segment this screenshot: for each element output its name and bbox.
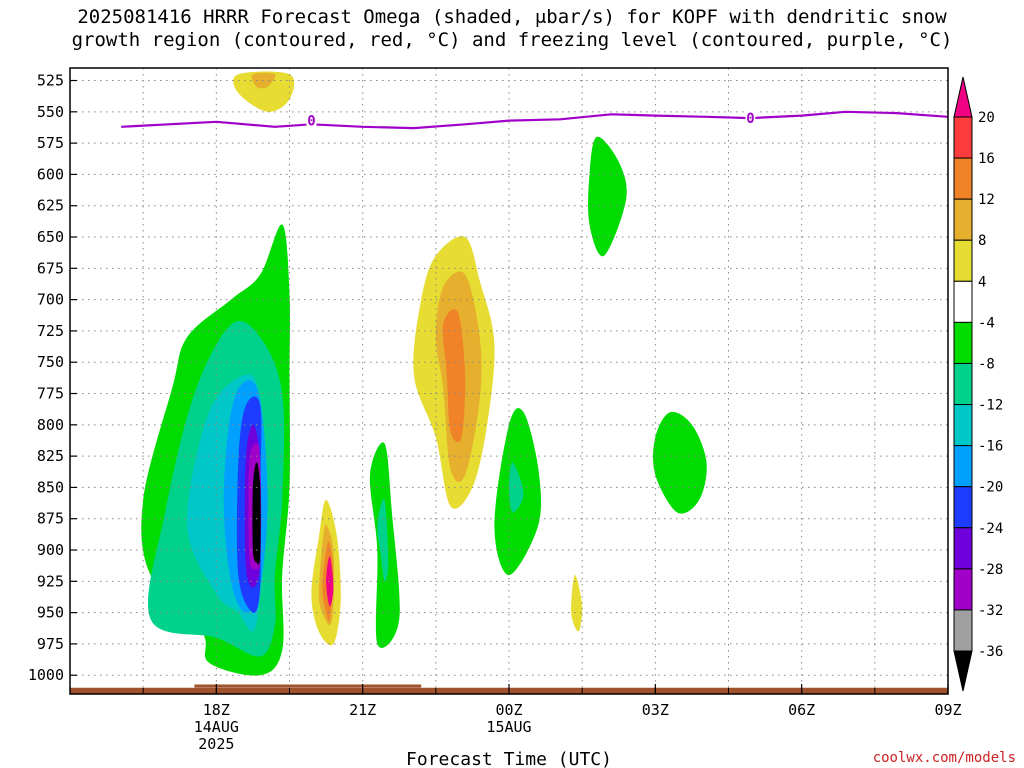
x-tick-label: 09Z xyxy=(934,701,961,719)
colorbar-tick-label: -24 xyxy=(978,521,1003,537)
omega-region-ascent-09z-small-4 xyxy=(925,362,948,413)
colorbar-extend-bottom xyxy=(953,650,973,692)
omega-region-ascent-20z-20 xyxy=(326,556,334,607)
x-tick-label: 18Z xyxy=(203,701,230,719)
y-tick-label: 575 xyxy=(37,134,64,152)
omega-region-ascent-top-12 xyxy=(251,72,276,89)
y-tick-label: 950 xyxy=(37,604,64,622)
omega-feature-ascent-20z xyxy=(304,474,348,658)
omega-region-descent-00z--12 xyxy=(509,462,524,513)
colorbar-bin xyxy=(953,362,973,406)
x-axis-label: Forecast Time (UTC) xyxy=(406,749,612,768)
chart-title: 2025081416 HRRR Forecast Omega (shaded, … xyxy=(71,6,953,51)
colorbar-tick-label: -4 xyxy=(978,315,995,331)
colorbar-tick-label: 16 xyxy=(978,151,995,167)
y-tick-label: 850 xyxy=(37,478,64,496)
y-tick-label: 975 xyxy=(37,635,64,653)
omega-feature-ascent-top xyxy=(214,70,368,251)
colorbar-tick-label: 4 xyxy=(978,274,986,290)
x-tick-label: 06Z xyxy=(788,701,815,719)
freezing-level-label: 0 xyxy=(307,114,315,130)
omega-region-descent-band-18z--36 xyxy=(252,462,261,565)
y-tick-label: 550 xyxy=(37,103,64,121)
omega-region-ascent-01z-8 xyxy=(571,575,583,632)
y-tick-label: 625 xyxy=(37,197,64,215)
x-tick-label: 15AUG xyxy=(486,718,531,736)
x-tick-label: 2025 xyxy=(198,735,234,753)
omega-feature-descent-band-18z xyxy=(141,224,291,676)
omega-feature-ascent-22z-big xyxy=(394,147,541,551)
y-tick-label: 775 xyxy=(37,385,64,403)
colorbar-tick-label: 20 xyxy=(978,110,995,126)
credit-text: coolwx.com/models xyxy=(873,750,1016,766)
omega-region-ascent-top-4 xyxy=(214,70,368,251)
y-tick-label: 825 xyxy=(37,447,64,465)
colorbar-bin xyxy=(953,239,973,282)
freezing-level-line xyxy=(121,110,948,130)
colorbar-extend-top xyxy=(953,76,973,118)
colorbar-bin xyxy=(953,609,973,652)
y-tick-label: 875 xyxy=(37,510,64,528)
omega-region-ascent-top-8 xyxy=(233,71,295,112)
y-tick-label: 525 xyxy=(37,72,64,90)
y-tick-label: 900 xyxy=(37,541,64,559)
colorbar-tick-label: -20 xyxy=(978,480,1003,496)
x-tick-label: 14AUG xyxy=(194,718,239,736)
y-tick-label: 725 xyxy=(37,322,64,340)
omega-region-descent-21z--12 xyxy=(377,498,389,582)
y-tick-label: 750 xyxy=(37,353,64,371)
omega-feature-ascent-03z-low xyxy=(654,593,788,671)
colorbar: 20 16 12 8 4 -4 -8 -12 -16 -20 -24 -28 -32 -36 xyxy=(953,76,1003,692)
colorbar-bin xyxy=(953,157,973,200)
omega-feature-ascent-01z xyxy=(537,498,605,657)
ground-bump xyxy=(194,684,422,688)
colorbar-bin xyxy=(953,198,973,241)
x-tick-label: 00Z xyxy=(495,701,522,719)
y-axis: 525 550 575 600 625 650 675 700 725 750 775 800 825 8… xyxy=(28,72,77,684)
colorbar-bin xyxy=(953,527,973,570)
omega-region-ascent-22z-big-16 xyxy=(442,309,466,443)
colorbar-bin xyxy=(953,445,973,488)
y-tick-label: 675 xyxy=(37,259,64,277)
freezing-label-bg xyxy=(306,112,317,128)
omega-shading xyxy=(141,70,948,676)
omega-region-ascent-01z-4 xyxy=(537,498,605,657)
y-tick-label: 925 xyxy=(37,572,64,590)
colorbar-tick-label: 12 xyxy=(978,192,995,208)
freezing-label-bg xyxy=(745,110,756,126)
colorbar-bin xyxy=(953,568,973,611)
y-tick-label: 1000 xyxy=(28,666,64,684)
omega-region-descent-03z--8 xyxy=(653,411,707,514)
colorbar-bin xyxy=(953,116,973,159)
colorbar-tick-label: -12 xyxy=(978,398,1003,414)
colorbar-tick-label: 8 xyxy=(978,233,986,249)
omega-feature-descent-03z xyxy=(653,411,707,514)
colorbar-tick-label: -16 xyxy=(978,439,1003,455)
y-tick-label: 600 xyxy=(37,165,64,183)
omega-region-descent-01z-mid--8 xyxy=(588,136,627,257)
omega-region-ascent-03z-low-4 xyxy=(654,593,788,671)
omega-feature-descent-00z xyxy=(494,408,542,576)
x-tick-label: 21Z xyxy=(349,701,376,719)
colorbar-tick-label: -32 xyxy=(978,603,1003,619)
omega-feature-descent-01z-mid xyxy=(588,136,627,257)
colorbar-bin xyxy=(953,404,973,447)
freezing-level-label: 0 xyxy=(746,111,754,127)
y-tick-label: 700 xyxy=(37,291,64,309)
y-tick-label: 800 xyxy=(37,416,64,434)
omega-feature-ascent-09z-small xyxy=(925,362,948,413)
colorbar-bin xyxy=(953,280,973,323)
colorbar-bin xyxy=(953,486,973,529)
colorbar-bin xyxy=(953,321,973,364)
colorbar-tick-label: -28 xyxy=(978,562,1003,578)
y-tick-label: 650 xyxy=(37,228,64,246)
colorbar-tick-label: -8 xyxy=(978,356,995,372)
x-tick-label: 03Z xyxy=(642,701,669,719)
colorbar-tick-label: -36 xyxy=(978,644,1003,660)
omega-feature-descent-21z xyxy=(369,442,400,648)
